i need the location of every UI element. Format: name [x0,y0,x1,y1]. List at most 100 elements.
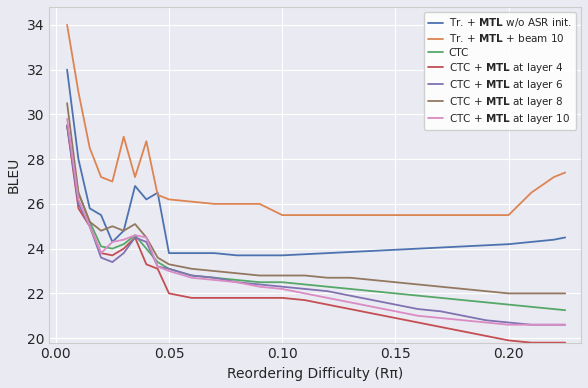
Tr. + MTL w/o ASR init. [527,240,534,244]
Tr. + MTL w/o ASR init. [256,253,263,258]
Tr. + MTL + beam 10 [75,90,82,94]
Tr. + MTL w/o ASR init. [233,253,240,258]
CTC + MTL at layer 4 [188,296,195,300]
Line: Tr. + MTL + beam 10: Tr. + MTL + beam 10 [67,25,565,215]
CTC [346,287,353,291]
Line: Tr. + MTL w/o ASR init.: Tr. + MTL w/o ASR init. [67,69,565,255]
Line: CTC + MTL at layer 10: CTC + MTL at layer 10 [67,119,565,325]
CTC + MTL at layer 4 [392,316,399,320]
Tr. + MTL w/o ASR init. [154,191,161,195]
CTC + MTL at layer 10 [279,287,286,291]
Tr. + MTL + beam 10 [64,23,71,27]
Tr. + MTL w/o ASR init. [86,206,93,211]
CTC + MTL at layer 6 [132,235,139,240]
CTC + MTL at layer 4 [482,334,489,338]
CTC + MTL at layer 10 [527,322,534,327]
CTC + MTL at layer 4 [154,267,161,271]
Tr. + MTL + beam 10 [86,146,93,150]
CTC + MTL at layer 4 [460,329,467,334]
Tr. + MTL + beam 10 [392,213,399,217]
CTC + MTL at layer 10 [550,322,557,327]
CTC + MTL at layer 6 [505,320,512,325]
CTC + MTL at layer 4 [98,251,105,255]
CTC + MTL at layer 8 [132,222,139,226]
CTC + MTL at layer 10 [460,318,467,322]
Tr. + MTL w/o ASR init. [505,242,512,246]
Y-axis label: BLEU: BLEU [7,157,21,193]
CTC + MTL at layer 8 [482,289,489,293]
CTC + MTL at layer 8 [154,255,161,260]
CTC + MTL at layer 4 [505,338,512,343]
CTC [301,282,308,287]
Legend: Tr. + $\mathbf{MTL}$ w/o ASR init., Tr. + $\mathbf{MTL}$ + beam 10, CTC, CTC + $: Tr. + $\mathbf{MTL}$ w/o ASR init., Tr. … [423,12,576,130]
CTC + MTL at layer 4 [75,206,82,211]
Tr. + MTL w/o ASR init. [279,253,286,258]
Tr. + MTL + beam 10 [256,201,263,206]
CTC + MTL at layer 8 [324,275,331,280]
CTC + MTL at layer 8 [279,273,286,278]
CTC + MTL at layer 10 [120,237,127,242]
CTC [460,298,467,302]
CTC + MTL at layer 6 [165,267,172,271]
CTC + MTL at layer 8 [86,220,93,224]
Tr. + MTL w/o ASR init. [324,251,331,255]
CTC + MTL at layer 6 [188,273,195,278]
Tr. + MTL + beam 10 [165,197,172,202]
Tr. + MTL + beam 10 [562,170,569,175]
CTC + MTL at layer 10 [505,322,512,327]
CTC [324,284,331,289]
Tr. + MTL w/o ASR init. [346,249,353,254]
CTC + MTL at layer 4 [64,123,71,128]
CTC [369,289,376,293]
Tr. + MTL + beam 10 [346,213,353,217]
Line: CTC + MTL at layer 4: CTC + MTL at layer 4 [67,126,565,343]
CTC [415,293,422,298]
CTC [505,302,512,307]
CTC + MTL at layer 8 [562,291,569,296]
Line: CTC + MTL at layer 8: CTC + MTL at layer 8 [67,103,565,293]
CTC + MTL at layer 4 [562,340,569,345]
CTC + MTL at layer 6 [75,201,82,206]
CTC + MTL at layer 8 [301,273,308,278]
CTC + MTL at layer 4 [550,340,557,345]
CTC + MTL at layer 6 [301,287,308,291]
CTC + MTL at layer 10 [154,264,161,269]
Tr. + MTL w/o ASR init. [132,184,139,188]
CTC [279,280,286,284]
Tr. + MTL + beam 10 [143,139,150,144]
Tr. + MTL w/o ASR init. [482,243,489,248]
CTC [188,273,195,278]
Tr. + MTL + beam 10 [109,179,116,184]
Tr. + MTL w/o ASR init. [415,246,422,251]
Tr. + MTL w/o ASR init. [562,235,569,240]
CTC + MTL at layer 8 [64,101,71,106]
Tr. + MTL w/o ASR init. [64,67,71,72]
CTC + MTL at layer 10 [98,251,105,255]
Tr. + MTL + beam 10 [98,175,105,179]
CTC + MTL at layer 8 [505,291,512,296]
CTC + MTL at layer 10 [143,235,150,240]
CTC + MTL at layer 10 [64,116,71,121]
Tr. + MTL w/o ASR init. [188,251,195,255]
CTC [75,191,82,195]
CTC + MTL at layer 10 [165,269,172,274]
CTC + MTL at layer 8 [75,191,82,195]
CTC + MTL at layer 6 [550,322,557,327]
CTC [211,275,218,280]
CTC + MTL at layer 10 [369,305,376,309]
CTC + MTL at layer 8 [415,282,422,287]
CTC + MTL at layer 4 [279,296,286,300]
CTC [132,233,139,237]
CTC + MTL at layer 6 [86,224,93,229]
CTC + MTL at layer 8 [109,224,116,229]
CTC + MTL at layer 10 [256,284,263,289]
CTC + MTL at layer 4 [437,325,444,329]
CTC + MTL at layer 8 [437,284,444,289]
CTC + MTL at layer 6 [211,275,218,280]
CTC + MTL at layer 10 [109,240,116,244]
CTC + MTL at layer 4 [301,298,308,302]
CTC [98,244,105,249]
CTC [165,267,172,271]
Tr. + MTL + beam 10 [527,191,534,195]
Tr. + MTL w/o ASR init. [75,157,82,161]
